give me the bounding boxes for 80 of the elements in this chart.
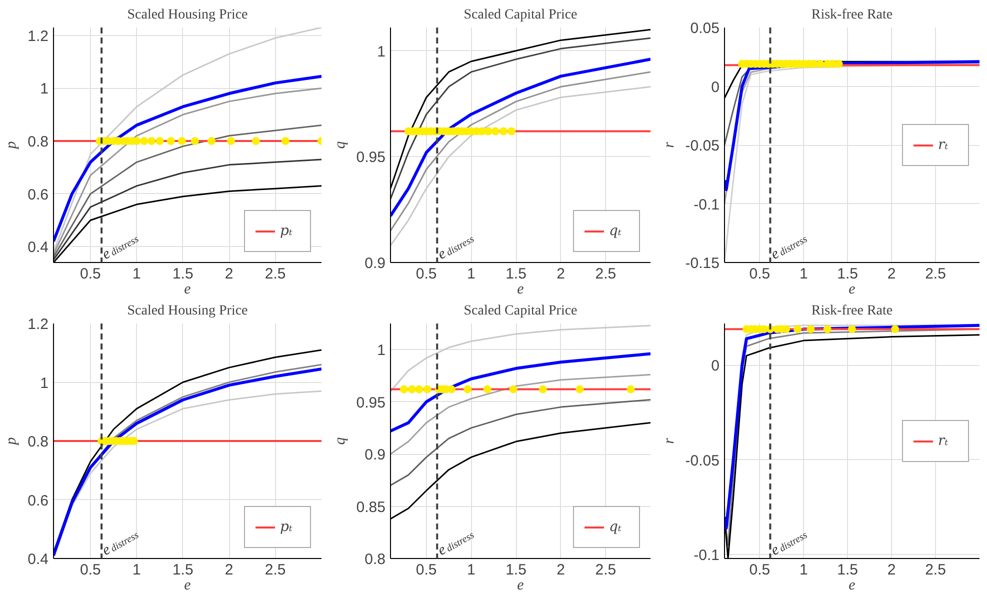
y-tick-label: 0.8 (28, 134, 49, 151)
y-axis-title: p (4, 140, 20, 150)
y-tick-label: 1.2 (28, 28, 49, 45)
x-axis-title: e (848, 578, 856, 593)
y-tick-label: 0.8 (28, 434, 49, 450)
y-tick-label: 0.6 (28, 186, 49, 204)
x-axis-title: e (848, 282, 856, 298)
y-tick-label: 1 (40, 374, 48, 392)
y-tick-label: 0.4 (28, 239, 49, 256)
x-tick-label: 0.5 (416, 266, 437, 282)
x-tick-label: 2 (556, 266, 566, 282)
y-tick-label: 1.2 (28, 316, 49, 333)
y-tick-label: 0.95 (356, 149, 386, 166)
legend-label: pₜ (280, 519, 294, 535)
y-axis-title: r (661, 438, 678, 444)
y-tick-label: -0.1 (694, 196, 720, 214)
x-tick-label: 2.5 (264, 562, 286, 578)
x-tick-label: 1.5 (506, 562, 526, 578)
x-tick-label: 1.5 (172, 562, 194, 578)
legend-label: qₜ (609, 519, 622, 535)
y-tick-label: 0.6 (28, 492, 49, 510)
x-tick-label: 1 (799, 266, 808, 282)
x-tick-label: 0.5 (80, 562, 101, 578)
x-axis-title: e (517, 282, 524, 298)
y-tick-label: 0 (711, 358, 720, 375)
x-tick-label: 2.5 (264, 266, 286, 282)
x-tick-label: 0.5 (416, 562, 437, 578)
y-tick-label: -0.05 (685, 452, 720, 470)
x-axis-title: e (517, 578, 524, 593)
legend-label: rₜ (938, 432, 950, 448)
x-tick-label: 2 (887, 266, 896, 282)
legend-label: qₜ (609, 223, 622, 239)
chart-title: Scaled Capital Price (464, 8, 578, 22)
x-tick-label: 1 (132, 562, 141, 578)
x-tick-label: 1.5 (172, 266, 194, 282)
y-tick-label: 0.8 (364, 551, 386, 568)
x-tick-label: 2 (887, 562, 896, 578)
x-tick-label: 1 (467, 562, 476, 578)
y-tick-label: 0.9 (364, 255, 386, 272)
x-tick-label: 2.5 (595, 266, 616, 282)
x-tick-label: 1.5 (837, 266, 858, 282)
chart-title: Scaled Housing Price (127, 304, 248, 318)
x-tick-label: 2 (224, 562, 234, 578)
y-tick-label: 0.9 (364, 446, 386, 464)
y-tick-label: 1 (377, 43, 386, 60)
y-tick-label: 0.85 (356, 498, 386, 516)
y-tick-label: -0.1 (694, 547, 720, 564)
x-tick-label: 1 (467, 266, 476, 282)
chart-title: Risk-free Rate (811, 304, 893, 318)
y-axis-title: p (4, 436, 20, 446)
y-tick-label: -0.15 (685, 255, 720, 272)
x-tick-label: 2.5 (925, 266, 946, 282)
x-tick-label: 2 (224, 266, 234, 282)
chart-title: Scaled Housing Price (127, 8, 248, 22)
y-tick-label: 1 (40, 80, 48, 98)
legend-label: rₜ (938, 136, 950, 152)
y-tick-label: 0 (711, 78, 720, 96)
x-tick-label: 1.5 (837, 562, 858, 578)
y-axis-title: q (332, 140, 348, 149)
x-tick-label: 0.5 (80, 266, 101, 282)
chart-title: Risk-free Rate (811, 8, 893, 22)
y-tick-label: -0.05 (685, 138, 720, 154)
y-tick-label: 1 (377, 342, 386, 360)
y-tick-label: 0.05 (690, 20, 720, 37)
y-axis-title: q (332, 436, 348, 445)
chart-title: Scaled Capital Price (464, 304, 578, 318)
x-tick-label: 1 (132, 266, 141, 282)
x-tick-label: 2 (556, 562, 566, 578)
x-axis-title: e (184, 578, 192, 593)
x-axis-title: e (184, 282, 192, 298)
x-tick-label: 1 (799, 562, 808, 578)
x-tick-label: 2.5 (925, 562, 946, 578)
y-tick-label: 0.95 (356, 394, 386, 412)
y-tick-label: 0.4 (28, 551, 49, 568)
x-tick-label: 0.5 (749, 266, 770, 282)
x-tick-label: 0.5 (749, 562, 770, 578)
legend-label: pₜ (280, 223, 294, 239)
x-tick-label: 2.5 (595, 562, 616, 578)
y-axis-title: r (661, 142, 678, 148)
x-tick-label: 1.5 (506, 266, 526, 282)
